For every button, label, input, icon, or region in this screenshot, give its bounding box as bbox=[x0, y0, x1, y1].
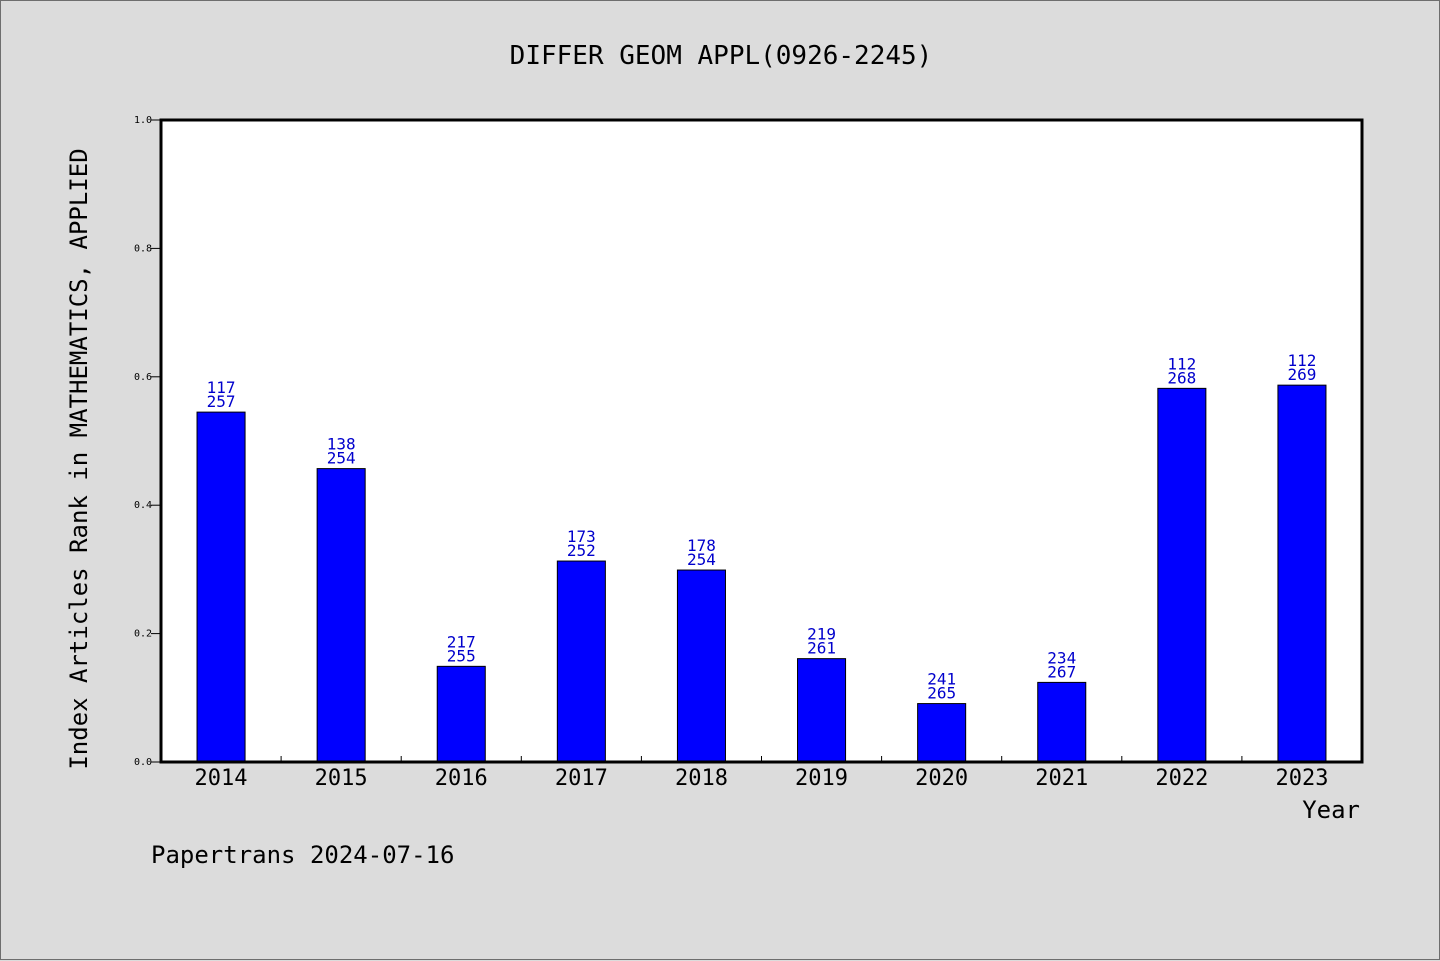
bar-label-bottom: 261 bbox=[807, 639, 836, 658]
bar bbox=[917, 703, 967, 763]
bar bbox=[797, 658, 847, 763]
x-tick-label: 2017 bbox=[555, 766, 608, 791]
bar-label-bottom: 269 bbox=[1287, 365, 1316, 384]
bar-label-bottom: 265 bbox=[927, 684, 956, 703]
bar bbox=[196, 411, 246, 763]
bar-label-bottom: 254 bbox=[327, 449, 356, 468]
y-tick-label: 0.4 bbox=[134, 500, 152, 511]
bar-label-bottom: 255 bbox=[447, 646, 476, 665]
bar-label-top: 138 bbox=[327, 435, 356, 454]
bar-label-top: 173 bbox=[567, 527, 596, 546]
bar-label-bottom: 254 bbox=[687, 550, 716, 569]
chart-title: DIFFER GEOM APPL(0926-2245) bbox=[510, 41, 933, 71]
bar bbox=[1037, 681, 1087, 763]
plot-frame bbox=[159, 118, 1364, 764]
x-tick-label: 2019 bbox=[795, 766, 848, 791]
y-tick-label: 0.0 bbox=[134, 757, 152, 768]
x-tick-label: 2015 bbox=[315, 766, 368, 791]
bar-label-top: 217 bbox=[447, 632, 476, 651]
y-axis-label: Index Articles Rank in MATHEMATICS, APPL… bbox=[65, 148, 93, 769]
x-tick-label: 2021 bbox=[1035, 766, 1088, 791]
x-tick-label: 2022 bbox=[1155, 766, 1208, 791]
bar-label-bottom: 257 bbox=[207, 392, 236, 411]
bar-label-top: 112 bbox=[1167, 354, 1196, 373]
x-tick-label: 2020 bbox=[915, 766, 968, 791]
x-tick-label: 2014 bbox=[195, 766, 248, 791]
bar-label-top: 241 bbox=[927, 670, 956, 689]
bar-label-bottom: 252 bbox=[567, 541, 596, 560]
bar-label-top: 112 bbox=[1287, 351, 1316, 370]
bar bbox=[316, 468, 366, 763]
bar-label-bottom: 267 bbox=[1047, 662, 1076, 681]
y-tick-label: 1.0 bbox=[134, 115, 152, 126]
y-tick-label: 0.8 bbox=[134, 243, 152, 254]
bar-label-top: 219 bbox=[807, 625, 836, 644]
bar-label-top: 117 bbox=[207, 378, 236, 397]
bar bbox=[1277, 384, 1327, 763]
y-tick-label: 0.6 bbox=[134, 372, 152, 383]
x-axis-label: Year bbox=[1302, 796, 1360, 824]
x-tick-label: 2023 bbox=[1275, 766, 1328, 791]
bar bbox=[556, 560, 606, 763]
bar bbox=[1157, 387, 1207, 763]
bar bbox=[436, 665, 486, 763]
x-tick-label: 2016 bbox=[435, 766, 488, 791]
bar-label-top: 234 bbox=[1047, 648, 1076, 667]
footer-credit: Papertrans 2024-07-16 bbox=[151, 841, 454, 869]
bar bbox=[676, 569, 726, 763]
bar-label-bottom: 268 bbox=[1167, 368, 1196, 387]
bar-label-top: 178 bbox=[687, 536, 716, 555]
y-tick-label: 0.2 bbox=[134, 629, 152, 640]
x-tick-label: 2018 bbox=[675, 766, 728, 791]
